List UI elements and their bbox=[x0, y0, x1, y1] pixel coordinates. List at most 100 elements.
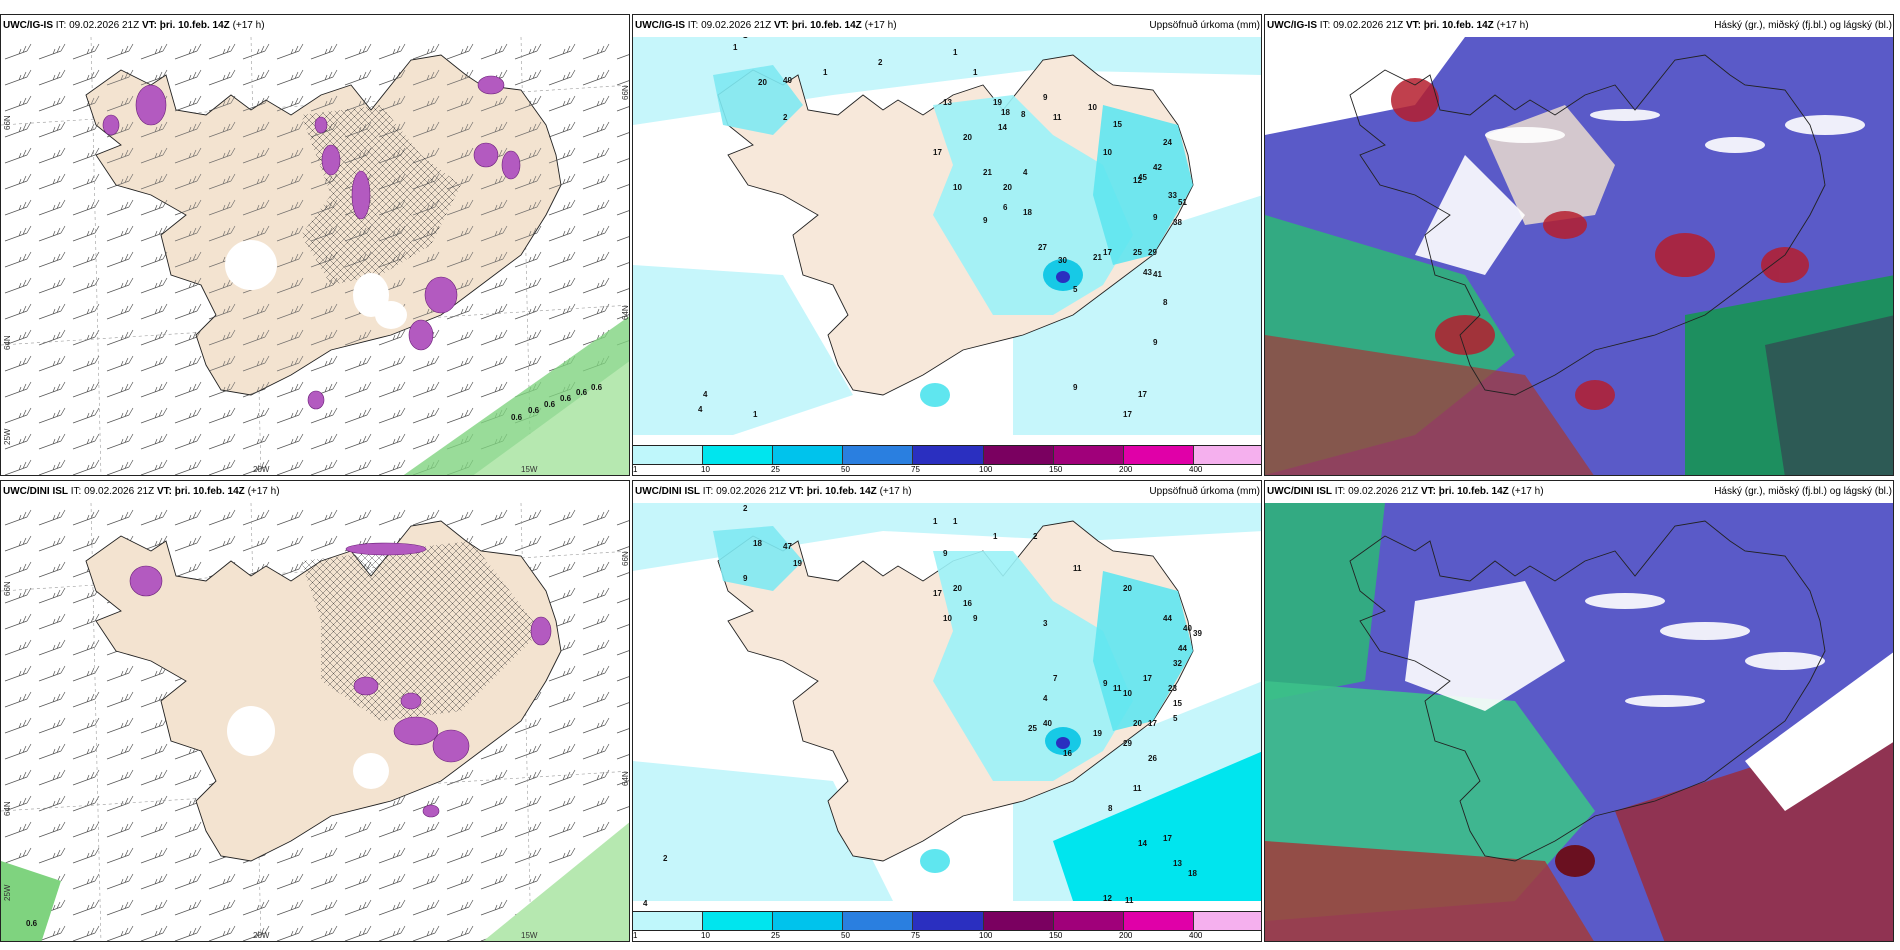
precip-type-blobs bbox=[102, 75, 521, 410]
precip-value: 45 bbox=[1138, 173, 1147, 182]
precip-value: 10 bbox=[1103, 148, 1112, 157]
panel-title: Uppsöfnuð úrkoma (mm) bbox=[1149, 20, 1260, 31]
precip-value: 14 bbox=[998, 123, 1007, 132]
panel-title: Háský (gr.), miðský (fj.bl.) og lágský (… bbox=[1714, 486, 1892, 497]
precip-value: 4 bbox=[698, 405, 703, 414]
lat-label: 64N bbox=[3, 801, 12, 816]
precip-value: 2 bbox=[878, 58, 883, 67]
precip-value: 8 bbox=[1163, 298, 1168, 307]
precip-value: 5 bbox=[1173, 714, 1178, 723]
precip-value: 33 bbox=[1168, 191, 1177, 200]
colorbar-ticks: 1 10 25 50 75 100 150 200 400 bbox=[633, 465, 1261, 475]
precip-value: 32 bbox=[1173, 659, 1182, 668]
panel-header: UWC/DINI ISL IT: 09.02.2026 21Z VT: þri.… bbox=[633, 481, 1261, 503]
precip-value: 10 bbox=[953, 183, 962, 192]
colorbar-swatch bbox=[1193, 912, 1261, 930]
colorbar-swatch bbox=[703, 446, 774, 464]
precip-type-blobs bbox=[129, 542, 552, 818]
precip-value: 13 bbox=[1173, 859, 1182, 868]
colorbar-swatch bbox=[633, 912, 704, 930]
colorbar-swatch bbox=[633, 446, 704, 464]
precip-value: 19 bbox=[1093, 729, 1102, 738]
precip-value: 19 bbox=[993, 98, 1002, 107]
precip-value: 16 bbox=[963, 599, 972, 608]
precip-value: 5 bbox=[1073, 285, 1078, 294]
precip-value: 9 bbox=[1153, 213, 1158, 222]
colorbar-swatch bbox=[1053, 446, 1124, 464]
svg-text:0.6: 0.6 bbox=[576, 388, 588, 397]
precip-value: 1 bbox=[733, 43, 738, 52]
precip-value: 1 bbox=[953, 517, 958, 526]
precip-value: 11 bbox=[1113, 684, 1122, 693]
precip-value: 20 bbox=[1003, 183, 1012, 192]
colorbar bbox=[633, 911, 1261, 931]
map-canvas: 1112112040213191814891110152442335145201… bbox=[633, 15, 1261, 475]
colorbar bbox=[633, 445, 1261, 465]
iceland-outline bbox=[1349, 520, 1826, 862]
precip-value: 38 bbox=[1173, 218, 1182, 227]
precip-value: 2 bbox=[1033, 532, 1038, 541]
precip-value: 44 bbox=[1163, 614, 1172, 623]
colorbar-swatch bbox=[773, 912, 844, 930]
cloud-map-panel-dini: UWC/DINI ISL IT: 09.02.2026 21Z VT: þri.… bbox=[1264, 480, 1894, 942]
precip-value: 44 bbox=[1178, 644, 1187, 653]
precip-value: 2 bbox=[743, 504, 748, 513]
colorbar-ticks: 1 10 25 50 75 100 150 200 400 bbox=[633, 931, 1261, 941]
precip-value: 20 bbox=[1133, 719, 1142, 728]
svg-text:0.6: 0.6 bbox=[528, 406, 540, 415]
precip-value: 1 bbox=[993, 532, 998, 541]
svg-text:0.6: 0.6 bbox=[591, 383, 603, 392]
precip-value: 9 bbox=[1103, 679, 1108, 688]
precip-value: 26 bbox=[1148, 754, 1157, 763]
precip-value: 1 bbox=[823, 68, 828, 77]
colorbar-swatch bbox=[773, 446, 844, 464]
precip-value: 17 bbox=[933, 148, 942, 157]
precip-value: 43 bbox=[1143, 268, 1152, 277]
precip-value: 9 bbox=[943, 549, 948, 558]
precip-value: 15 bbox=[1173, 699, 1182, 708]
precip-value: 20 bbox=[953, 584, 962, 593]
precip-map-panel-dini: UWC/DINI ISL IT: 09.02.2026 21Z VT: þri.… bbox=[632, 480, 1262, 942]
precip-value: 11 bbox=[1053, 113, 1062, 122]
precip-value: 4 bbox=[643, 899, 648, 908]
precip-value: 4 bbox=[703, 390, 708, 399]
precip-value: 18 bbox=[753, 539, 762, 548]
colorbar-swatch bbox=[1193, 446, 1261, 464]
precip-value: 1 bbox=[933, 517, 938, 526]
lat-label: 66N bbox=[621, 551, 630, 566]
precip-value: 17 bbox=[933, 589, 942, 598]
panel-header: UWC/DINI ISL IT: 09.02.2026 21Z VT: þri.… bbox=[1265, 481, 1893, 503]
precip-value: 21 bbox=[983, 168, 992, 177]
lat-label: 64N bbox=[3, 335, 12, 350]
precip-value: 14 bbox=[1138, 839, 1147, 848]
precip-value: 20 bbox=[758, 78, 767, 87]
precip-value: 9 bbox=[1043, 93, 1048, 102]
lat-label: 64N bbox=[621, 771, 630, 786]
precip-value: 9 bbox=[1073, 383, 1078, 392]
precip-value: 25 bbox=[1133, 248, 1142, 257]
precip-value: 11 bbox=[1073, 564, 1082, 573]
precip-value: 10 bbox=[943, 614, 952, 623]
precip-value: 40 bbox=[783, 76, 792, 85]
cloud-map-panel-igis: UWC/IG-IS IT: 09.02.2026 21Z VT: þri. 10… bbox=[1264, 14, 1894, 476]
precip-labels: 1112112040213191814891110152442335145201… bbox=[698, 28, 1187, 419]
precip-value: 8 bbox=[1021, 110, 1026, 119]
colorbar-swatch bbox=[703, 912, 774, 930]
precip-value: 18 bbox=[1188, 869, 1197, 878]
precip-value: 8 bbox=[1108, 804, 1113, 813]
precip-value: 17 bbox=[1148, 719, 1157, 728]
precip-value: 7 bbox=[1053, 674, 1058, 683]
colorbar-swatch bbox=[1123, 912, 1194, 930]
colorbar-swatch bbox=[843, 912, 914, 930]
precip-value: 17 bbox=[1138, 390, 1147, 399]
precip-value: 1 bbox=[973, 68, 978, 77]
precip-value: 13 bbox=[943, 98, 952, 107]
precip-value: 30 bbox=[1058, 256, 1067, 265]
precip-value: 10 bbox=[1088, 103, 1097, 112]
iceland-outline bbox=[1349, 54, 1826, 396]
panel-title: Háský (gr.), miðský (fj.bl.) og lágský (… bbox=[1714, 20, 1892, 31]
precip-value: 12 bbox=[1133, 176, 1142, 185]
precip-value: 10 bbox=[1123, 689, 1132, 698]
precip-value: 18 bbox=[1001, 108, 1010, 117]
precip-value: 23 bbox=[1168, 684, 1177, 693]
